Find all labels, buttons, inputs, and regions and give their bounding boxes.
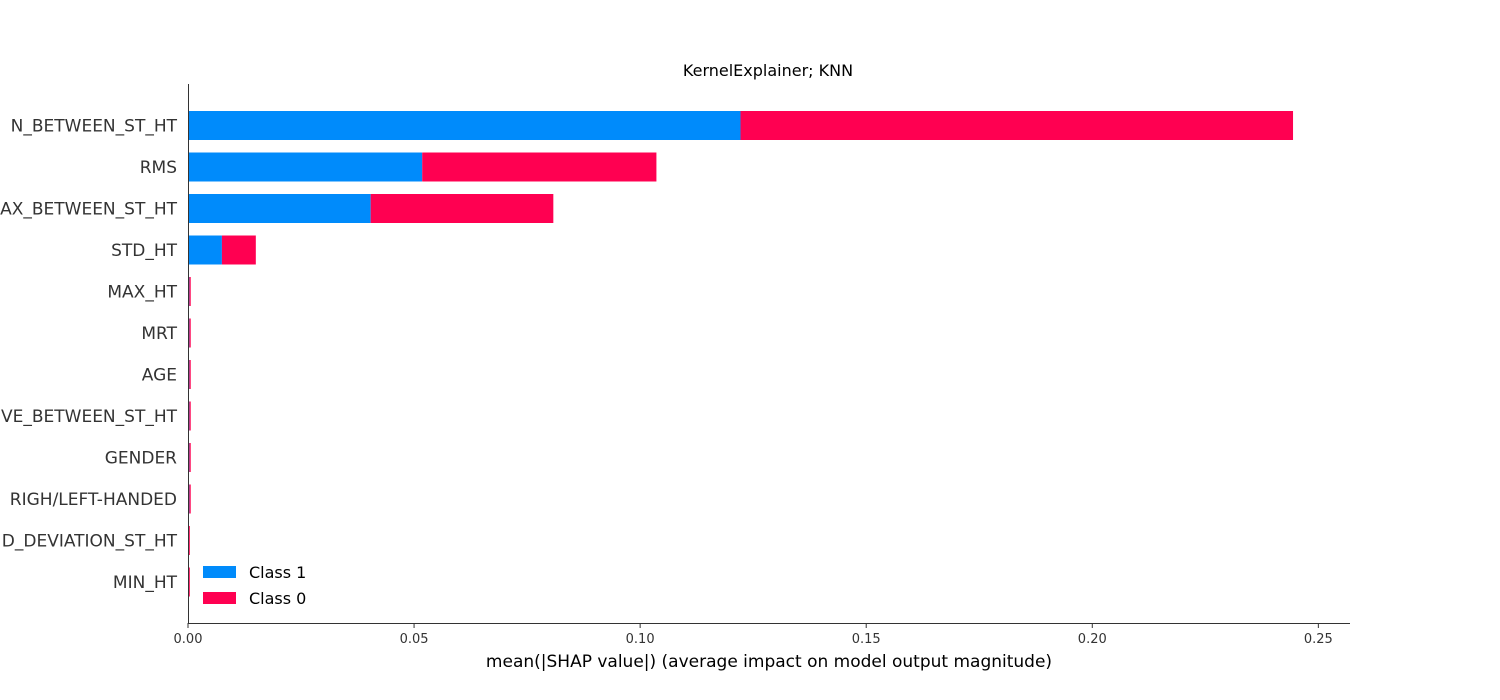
category-label: AX_BETWEEN_ST_HT — [0, 200, 178, 220]
bar-class-0-8 — [189, 443, 191, 472]
x-tick-label: 0.20 — [1078, 632, 1107, 647]
bar-class-0-6 — [189, 360, 191, 389]
category-label: AGE — [142, 366, 177, 386]
category-label: MAX_HT — [107, 283, 177, 303]
chart-title: KernelExplainer; KNN — [683, 61, 853, 80]
bar-class-1-0 — [188, 111, 741, 140]
bar-class-0-5 — [189, 318, 191, 348]
bars-layer — [188, 111, 1294, 597]
category-labels: N_BETWEEN_ST_HT RMS AX_BETWEEN_ST_HT STD_HT… — [0, 117, 178, 594]
bar-class-1-3 — [188, 235, 222, 265]
bar-class-0-4 — [189, 277, 191, 306]
category-label: N_BETWEEN_ST_HT — [11, 117, 178, 137]
bar-class-1-2 — [188, 194, 371, 223]
legend-label-class-0: Class 0 — [249, 589, 306, 608]
x-tick-label: 0.25 — [1304, 632, 1333, 647]
x-tick-label: 0.00 — [174, 632, 203, 647]
x-axis-label: mean(|SHAP value|) (average impact on mo… — [486, 652, 1052, 672]
bar-class-0-1 — [422, 152, 657, 182]
bar-class-0-2 — [370, 194, 554, 223]
bar-class-0-7 — [189, 401, 191, 431]
legend: Class 1 Class 0 — [203, 563, 306, 608]
category-label: RMS — [140, 158, 177, 178]
axes — [188, 84, 1350, 624]
x-ticks: 0.00 0.05 0.10 0.15 0.20 0.25 — [174, 623, 1333, 647]
legend-label-class-1: Class 1 — [249, 563, 306, 582]
category-label: MRT — [141, 324, 177, 344]
bar-class-0-11 — [188, 567, 190, 597]
bar-class-0-9 — [189, 484, 191, 514]
x-tick-label: 0.05 — [400, 632, 429, 647]
category-label: VE_BETWEEN_ST_HT — [1, 407, 178, 427]
category-label: RIGH/LEFT-HANDED — [10, 490, 177, 510]
category-label: D_DEVIATION_ST_HT — [2, 532, 178, 552]
x-tick-label: 0.15 — [852, 632, 881, 647]
x-tick-label: 0.10 — [626, 632, 655, 647]
bar-class-0-0 — [740, 111, 1294, 140]
category-label: GENDER — [105, 449, 177, 469]
bar-class-0-3 — [221, 235, 256, 265]
bar-class-0-10 — [188, 526, 190, 555]
bar-class-1-1 — [188, 152, 423, 182]
category-label: STD_HT — [111, 241, 178, 261]
legend-swatch-class-0 — [203, 592, 236, 604]
category-label: MIN_HT — [113, 573, 178, 593]
legend-swatch-class-1 — [203, 566, 236, 578]
